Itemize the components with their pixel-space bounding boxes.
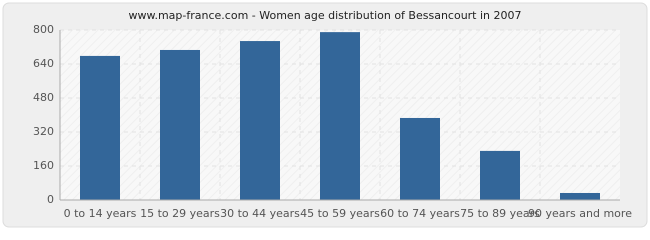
chart: www.map-france.com - Women age distribut…	[2, 2, 648, 228]
bar	[400, 117, 440, 200]
y-tick-label: 0	[47, 193, 54, 206]
bar	[320, 32, 360, 200]
y-tick-label: 800	[33, 23, 54, 36]
y-tick-label: 160	[33, 159, 54, 172]
bar	[160, 49, 200, 200]
y-tick-label: 320	[33, 125, 54, 138]
x-tick-label: 0 to 14 years	[64, 207, 137, 220]
bar	[240, 41, 280, 200]
page: www.map-france.com - Women age distribut…	[2, 2, 648, 228]
x-tick-label: 90 years and more	[528, 207, 632, 220]
y-tick-label: 480	[33, 91, 54, 104]
x-tick-label: 45 to 59 years	[300, 207, 380, 220]
chart-title: www.map-france.com - Women age distribut…	[128, 9, 521, 22]
x-tick-label: 60 to 74 years	[380, 207, 460, 220]
x-tick-label: 15 to 29 years	[140, 207, 220, 220]
bar	[560, 192, 600, 200]
y-tick-label: 640	[33, 57, 54, 70]
x-tick-label: 75 to 89 years	[460, 207, 540, 220]
x-tick-label: 30 to 44 years	[220, 207, 300, 220]
bar	[480, 150, 520, 200]
bar	[80, 55, 120, 200]
